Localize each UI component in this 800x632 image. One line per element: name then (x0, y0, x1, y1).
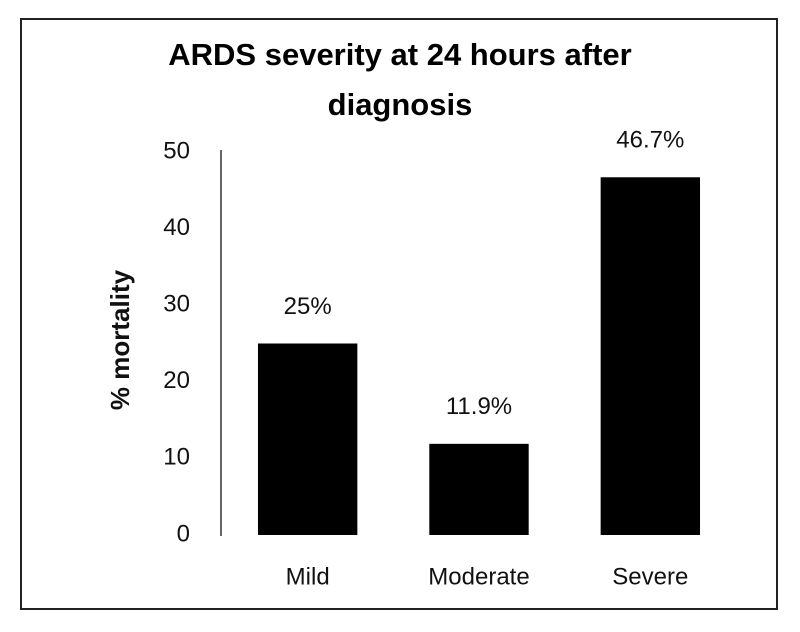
x-tick-label: Mild (286, 563, 330, 590)
value-label: 11.9% (446, 393, 512, 420)
y-tick-label: 0 (177, 520, 190, 547)
bar (257, 343, 358, 535)
value-label: 46.7% (616, 127, 684, 154)
x-tick-label: Severe (612, 563, 688, 590)
x-tick-label: Moderate (428, 563, 529, 590)
y-tick-label: 30 (163, 291, 190, 318)
chart-title: ARDS severity at 24 hours after diagnosi… (168, 37, 632, 122)
value-label: 25% (284, 293, 332, 320)
bar (600, 177, 701, 535)
chart-frame (20, 18, 778, 610)
y-tick-label: 50 (163, 137, 190, 164)
bar (429, 443, 529, 535)
y-tick-label: 40 (163, 214, 190, 241)
y-axis-label: % mortality (105, 269, 135, 410)
y-tick-label: 20 (163, 367, 190, 394)
y-tick-label: 10 (163, 444, 190, 471)
